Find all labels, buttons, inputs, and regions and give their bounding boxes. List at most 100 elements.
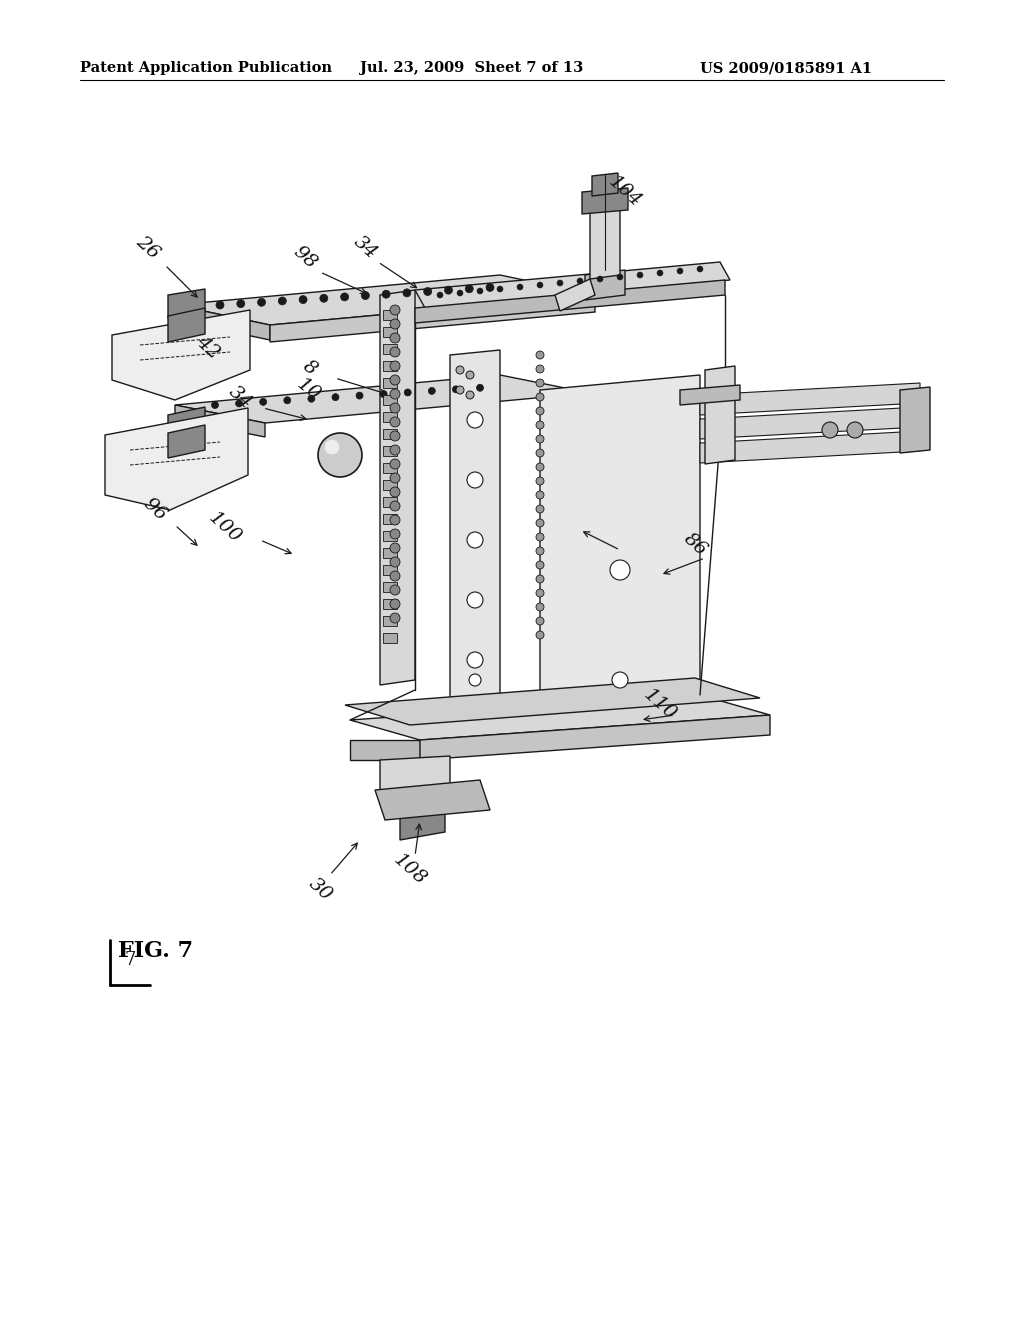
- Circle shape: [390, 459, 400, 469]
- Polygon shape: [270, 294, 595, 342]
- Circle shape: [847, 422, 863, 438]
- Polygon shape: [585, 271, 625, 300]
- Circle shape: [469, 675, 481, 686]
- Circle shape: [536, 561, 544, 569]
- Circle shape: [390, 432, 400, 441]
- Circle shape: [390, 502, 400, 511]
- Circle shape: [536, 631, 544, 639]
- Polygon shape: [383, 395, 397, 405]
- Polygon shape: [383, 360, 397, 371]
- Polygon shape: [383, 634, 397, 643]
- Circle shape: [486, 284, 494, 292]
- Circle shape: [536, 519, 544, 527]
- Polygon shape: [383, 310, 397, 319]
- Circle shape: [612, 672, 628, 688]
- Polygon shape: [383, 463, 397, 473]
- Polygon shape: [350, 741, 420, 760]
- Circle shape: [537, 282, 543, 288]
- Polygon shape: [700, 407, 920, 440]
- Circle shape: [456, 385, 464, 393]
- Circle shape: [536, 393, 544, 401]
- Polygon shape: [175, 305, 270, 341]
- Circle shape: [536, 463, 544, 471]
- Circle shape: [467, 591, 483, 609]
- Circle shape: [279, 297, 287, 305]
- Polygon shape: [105, 408, 248, 510]
- Circle shape: [536, 351, 544, 359]
- Circle shape: [517, 284, 523, 290]
- Circle shape: [577, 279, 583, 284]
- Polygon shape: [383, 446, 397, 455]
- Circle shape: [390, 347, 400, 356]
- Circle shape: [536, 477, 544, 484]
- Polygon shape: [680, 385, 740, 405]
- Circle shape: [467, 412, 483, 428]
- Text: 104: 104: [605, 173, 645, 211]
- Circle shape: [697, 267, 703, 272]
- Circle shape: [212, 401, 218, 408]
- Circle shape: [617, 275, 623, 280]
- Polygon shape: [168, 308, 205, 342]
- Text: 7: 7: [124, 950, 136, 969]
- Circle shape: [536, 421, 544, 429]
- Circle shape: [260, 399, 266, 405]
- Circle shape: [477, 288, 483, 294]
- Polygon shape: [383, 616, 397, 626]
- Circle shape: [466, 391, 474, 399]
- Polygon shape: [383, 531, 397, 541]
- Circle shape: [361, 292, 370, 300]
- Polygon shape: [383, 412, 397, 422]
- Text: FIG. 7: FIG. 7: [118, 940, 194, 962]
- Polygon shape: [345, 678, 760, 725]
- Text: Patent Application Publication: Patent Application Publication: [80, 61, 332, 75]
- Polygon shape: [112, 310, 250, 400]
- Circle shape: [341, 293, 348, 301]
- Circle shape: [428, 387, 435, 395]
- Circle shape: [536, 546, 544, 554]
- Polygon shape: [383, 378, 397, 388]
- Circle shape: [390, 333, 400, 343]
- Circle shape: [404, 389, 412, 396]
- Circle shape: [453, 385, 460, 393]
- Circle shape: [390, 473, 400, 483]
- Polygon shape: [168, 289, 205, 318]
- Polygon shape: [383, 327, 397, 337]
- Polygon shape: [383, 513, 397, 524]
- Text: 10: 10: [293, 375, 324, 405]
- Text: 34: 34: [225, 383, 255, 413]
- Circle shape: [557, 280, 563, 286]
- Text: 96: 96: [140, 495, 170, 525]
- Circle shape: [390, 515, 400, 525]
- Circle shape: [318, 433, 362, 477]
- Polygon shape: [400, 807, 445, 840]
- Circle shape: [536, 533, 544, 541]
- Polygon shape: [380, 756, 450, 795]
- Circle shape: [536, 576, 544, 583]
- Text: 42: 42: [193, 333, 223, 363]
- Polygon shape: [175, 405, 265, 437]
- Circle shape: [536, 366, 544, 374]
- Circle shape: [390, 417, 400, 426]
- Polygon shape: [175, 275, 595, 325]
- Polygon shape: [705, 366, 735, 465]
- Circle shape: [390, 360, 400, 371]
- Circle shape: [536, 379, 544, 387]
- Circle shape: [390, 305, 400, 315]
- Polygon shape: [383, 345, 397, 354]
- Polygon shape: [415, 280, 725, 323]
- Polygon shape: [555, 279, 595, 312]
- Polygon shape: [380, 290, 415, 685]
- Circle shape: [536, 491, 544, 499]
- Circle shape: [536, 436, 544, 444]
- Circle shape: [390, 389, 400, 399]
- Circle shape: [390, 375, 400, 385]
- Polygon shape: [375, 780, 490, 820]
- Circle shape: [444, 286, 453, 294]
- Polygon shape: [420, 715, 770, 760]
- Circle shape: [332, 393, 339, 401]
- Text: 108: 108: [390, 851, 430, 890]
- Circle shape: [390, 585, 400, 595]
- Circle shape: [657, 271, 663, 276]
- Polygon shape: [415, 261, 730, 308]
- Text: Jul. 23, 2009  Sheet 7 of 13: Jul. 23, 2009 Sheet 7 of 13: [360, 61, 584, 75]
